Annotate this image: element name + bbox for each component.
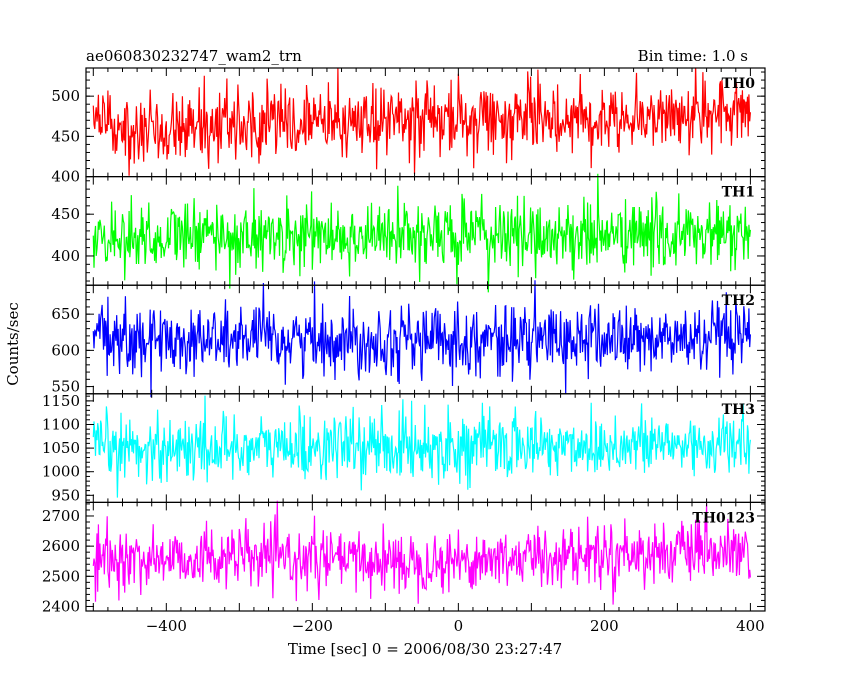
panel-label-th1: TH1 bbox=[722, 185, 755, 201]
series-th1 bbox=[92, 173, 751, 293]
y-tick-label: 2600 bbox=[42, 537, 80, 555]
y-tick-label: 450 bbox=[51, 127, 80, 145]
chart-title: ae060830232747_wam2_trn bbox=[86, 47, 302, 65]
y-tick-label: 650 bbox=[51, 305, 80, 323]
y-tick-label: 1100 bbox=[42, 415, 80, 433]
panels: 400 450 500 TH0 400 450 TH1 550 600 650 TH2 950 1000… bbox=[42, 67, 766, 615]
panel-th2: 550 600 650 TH2 bbox=[51, 280, 766, 398]
series-th0123 bbox=[92, 500, 751, 605]
x-tick-label: 200 bbox=[590, 617, 619, 635]
series-th2 bbox=[92, 280, 751, 398]
y-tick-label: 1150 bbox=[42, 392, 80, 410]
x-tick-label: 0 bbox=[454, 617, 464, 635]
panel-th3: 950 1000 1050 1100 1150 TH3 bbox=[42, 392, 766, 504]
y-axis-label: Counts/sec bbox=[4, 302, 22, 386]
x-tick-label: 400 bbox=[736, 617, 765, 635]
panel-th1: 400 450 TH1 bbox=[51, 173, 766, 293]
y-tick-label: 1000 bbox=[42, 463, 80, 481]
x-axis: −400 −200 0 200 400 bbox=[146, 617, 765, 635]
bin-time-label: Bin time: 1.0 s bbox=[638, 47, 748, 65]
y-tick-label: 400 bbox=[51, 247, 80, 265]
x-axis-label: Time [sec] 0 = 2006/08/30 23:27:47 bbox=[288, 640, 562, 658]
y-tick-label: 500 bbox=[51, 87, 80, 105]
panel-label-th2: TH2 bbox=[722, 293, 755, 309]
y-tick-label: 950 bbox=[51, 486, 80, 504]
panel-th0123: 2400 2500 2600 2700 TH0123 bbox=[42, 500, 766, 615]
y-tick-label: 450 bbox=[51, 205, 80, 223]
x-tick-label: −400 bbox=[146, 617, 187, 635]
panel-frame bbox=[85, 501, 766, 612]
y-tick-label: 1050 bbox=[42, 439, 80, 457]
panel-label-th0123: TH0123 bbox=[692, 510, 755, 526]
series-th3 bbox=[92, 395, 751, 498]
y-tick-label: 400 bbox=[51, 168, 80, 186]
y-tick-label: 600 bbox=[51, 341, 80, 359]
panel-label-th0: TH0 bbox=[722, 76, 756, 92]
x-tick-label: −200 bbox=[292, 617, 333, 635]
panel-label-th3: TH3 bbox=[722, 402, 755, 418]
series-th0 bbox=[92, 68, 751, 176]
y-tick-label: 2400 bbox=[42, 597, 80, 615]
y-tick-label: 2500 bbox=[42, 567, 80, 585]
y-tick-label: 550 bbox=[51, 378, 80, 396]
panel-th0: 400 450 500 TH0 bbox=[51, 67, 766, 186]
y-tick-label: 2700 bbox=[42, 507, 80, 525]
